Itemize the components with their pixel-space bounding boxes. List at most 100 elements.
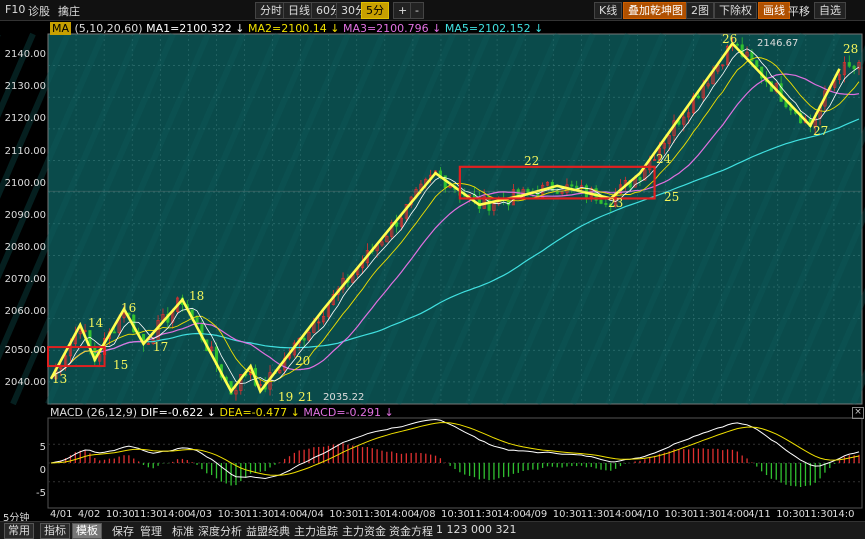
period-tab-daily[interactable]: 日线 bbox=[283, 2, 315, 19]
candle-body bbox=[395, 222, 399, 227]
watchlist-dropdown[interactable]: 自选 bbox=[814, 2, 846, 19]
pan-button[interactable]: 平移 bbox=[788, 5, 810, 18]
candle-body bbox=[653, 159, 657, 161]
watermark-stripe bbox=[10, 32, 176, 406]
watermark-stripe bbox=[675, 32, 841, 406]
x-tick: 4/01 bbox=[50, 509, 73, 520]
dif-line bbox=[50, 418, 860, 480]
wave-label: 22 bbox=[524, 154, 540, 168]
candle-body bbox=[662, 142, 666, 149]
candle-body bbox=[667, 135, 671, 144]
wave-label: 14 bbox=[88, 316, 104, 330]
alt-button[interactable]: 擒庄 bbox=[58, 5, 80, 18]
tab-numbers[interactable]: 1 123 000 321 bbox=[436, 523, 517, 536]
candle-body bbox=[399, 217, 404, 227]
wave-label: 26 bbox=[722, 32, 738, 46]
candle-body bbox=[210, 346, 214, 352]
x-tick: 14:00 bbox=[273, 509, 303, 520]
macd-tick: 5 bbox=[39, 442, 46, 453]
x-tick: 4/02 bbox=[77, 509, 101, 520]
x-tick: 10:30 bbox=[329, 509, 359, 520]
watermark-stripe bbox=[290, 32, 456, 406]
manage-button[interactable]: 管理 bbox=[140, 525, 162, 538]
candle-body bbox=[278, 369, 282, 374]
x-tick: 10:30 bbox=[441, 509, 470, 520]
tab-main-track[interactable]: 主力追踪 bbox=[294, 525, 338, 538]
period-label[interactable]: 5分钟 bbox=[3, 513, 30, 524]
x-tick: 10:30 bbox=[776, 509, 806, 520]
candle-body bbox=[307, 332, 311, 341]
ma3-value: MA3=2100.796 ↓ bbox=[342, 22, 442, 35]
common-dropdown[interactable]: 常用 bbox=[4, 523, 34, 539]
kline-dropdown[interactable]: K线 bbox=[594, 2, 623, 19]
candle-body bbox=[448, 186, 452, 189]
candle-body bbox=[677, 120, 681, 125]
tab-depth[interactable]: 深度分析 bbox=[198, 525, 242, 538]
macd-panel[interactable]: MACD (26,12,9) DIF=-0.622 ↓ DEA=-0.477 ↓… bbox=[0, 405, 865, 509]
tab-classic[interactable]: 益盟经典 bbox=[246, 525, 290, 538]
tab-main-fund[interactable]: 主力资金 bbox=[342, 525, 386, 538]
candle-body bbox=[492, 203, 496, 211]
y-tick: 2110.00 bbox=[4, 146, 46, 157]
candle-body bbox=[687, 112, 691, 118]
watermark-stripe bbox=[710, 44, 865, 406]
f10-button[interactable]: F10 bbox=[5, 3, 26, 16]
period-tab-5min[interactable]: 5分 bbox=[361, 2, 389, 19]
x-tick: 10:30 bbox=[664, 509, 694, 520]
y-tick: 2050.00 bbox=[4, 345, 46, 356]
save-button[interactable]: 保存 bbox=[112, 525, 134, 538]
x-tick: 10:30 bbox=[552, 509, 582, 520]
zoom-out-button[interactable]: - bbox=[410, 2, 424, 19]
overlay-button[interactable]: 叠加乾坤图 bbox=[623, 2, 688, 19]
candle-body bbox=[575, 185, 579, 189]
candle-body bbox=[560, 192, 564, 194]
watermark-stripe bbox=[780, 206, 865, 406]
dif-value: DIF=-0.622 ↓ bbox=[140, 406, 216, 419]
wave-label: 18 bbox=[189, 289, 205, 303]
watermark-stripe bbox=[745, 125, 865, 406]
wave-label: 23 bbox=[608, 196, 624, 210]
candle-body bbox=[837, 74, 842, 80]
watermark-stripe bbox=[360, 32, 526, 406]
x-tick: 10:30 bbox=[217, 509, 247, 520]
macd-label[interactable]: MACD bbox=[50, 406, 83, 419]
watermark-stripe bbox=[640, 32, 806, 406]
candle-body bbox=[847, 62, 851, 67]
y-tick: 2130.00 bbox=[4, 81, 46, 92]
macd-canvas bbox=[47, 417, 863, 509]
x-tick: 11:30 bbox=[692, 509, 722, 520]
candle-body bbox=[755, 60, 759, 68]
ma-legend: MA (5,10,20,60) MA1=2100.322 ↓ MA2=2100.… bbox=[50, 22, 543, 35]
close-icon[interactable]: × bbox=[852, 407, 864, 419]
macd-legend: MACD (26,12,9) DIF=-0.622 ↓ DEA=-0.477 ↓… bbox=[50, 406, 394, 419]
x-tick: 14:00 bbox=[608, 509, 638, 520]
price-chart[interactable]: MA (5,10,20,60) MA1=2100.322 ↓ MA2=2100.… bbox=[0, 20, 865, 406]
tab-fund-eq[interactable]: 资金方程 bbox=[389, 525, 433, 538]
diagnose-button[interactable]: 诊股 bbox=[28, 5, 50, 18]
ma-params: (5,10,20,60) bbox=[74, 22, 143, 35]
watermark-stripe bbox=[430, 32, 596, 406]
wave-label: 19 bbox=[278, 390, 294, 404]
zoom-in-button[interactable]: + bbox=[393, 2, 413, 19]
candle-body bbox=[726, 45, 730, 66]
wave-label: 16 bbox=[121, 301, 137, 315]
indicator-dropdown[interactable]: 指标 bbox=[40, 523, 70, 539]
ma1-value: MA1=2100.322 ↓ bbox=[146, 22, 245, 35]
wave-label: 15 bbox=[113, 358, 129, 372]
high-annotation: 2146.67 bbox=[757, 38, 799, 49]
template-dropdown[interactable]: 模板 bbox=[72, 523, 102, 539]
tab-standard[interactable]: 标准 bbox=[172, 525, 194, 538]
ma-label[interactable]: MA bbox=[50, 22, 72, 35]
macd-tick: -5 bbox=[36, 488, 46, 499]
draw-line-button[interactable]: 画线 bbox=[758, 2, 790, 19]
x-tick: 11:30 bbox=[468, 509, 498, 520]
watermark-stripe bbox=[500, 32, 666, 406]
candle-body bbox=[696, 95, 700, 99]
candle-body bbox=[146, 343, 150, 345]
x-tick: 11:30 bbox=[804, 509, 833, 520]
rights-dropdown[interactable]: 下除权 bbox=[714, 2, 757, 19]
candle-body bbox=[580, 185, 584, 189]
candle-body bbox=[735, 43, 739, 46]
watermark-stripe bbox=[815, 287, 865, 406]
layout-dropdown[interactable]: 2图 bbox=[686, 2, 714, 19]
